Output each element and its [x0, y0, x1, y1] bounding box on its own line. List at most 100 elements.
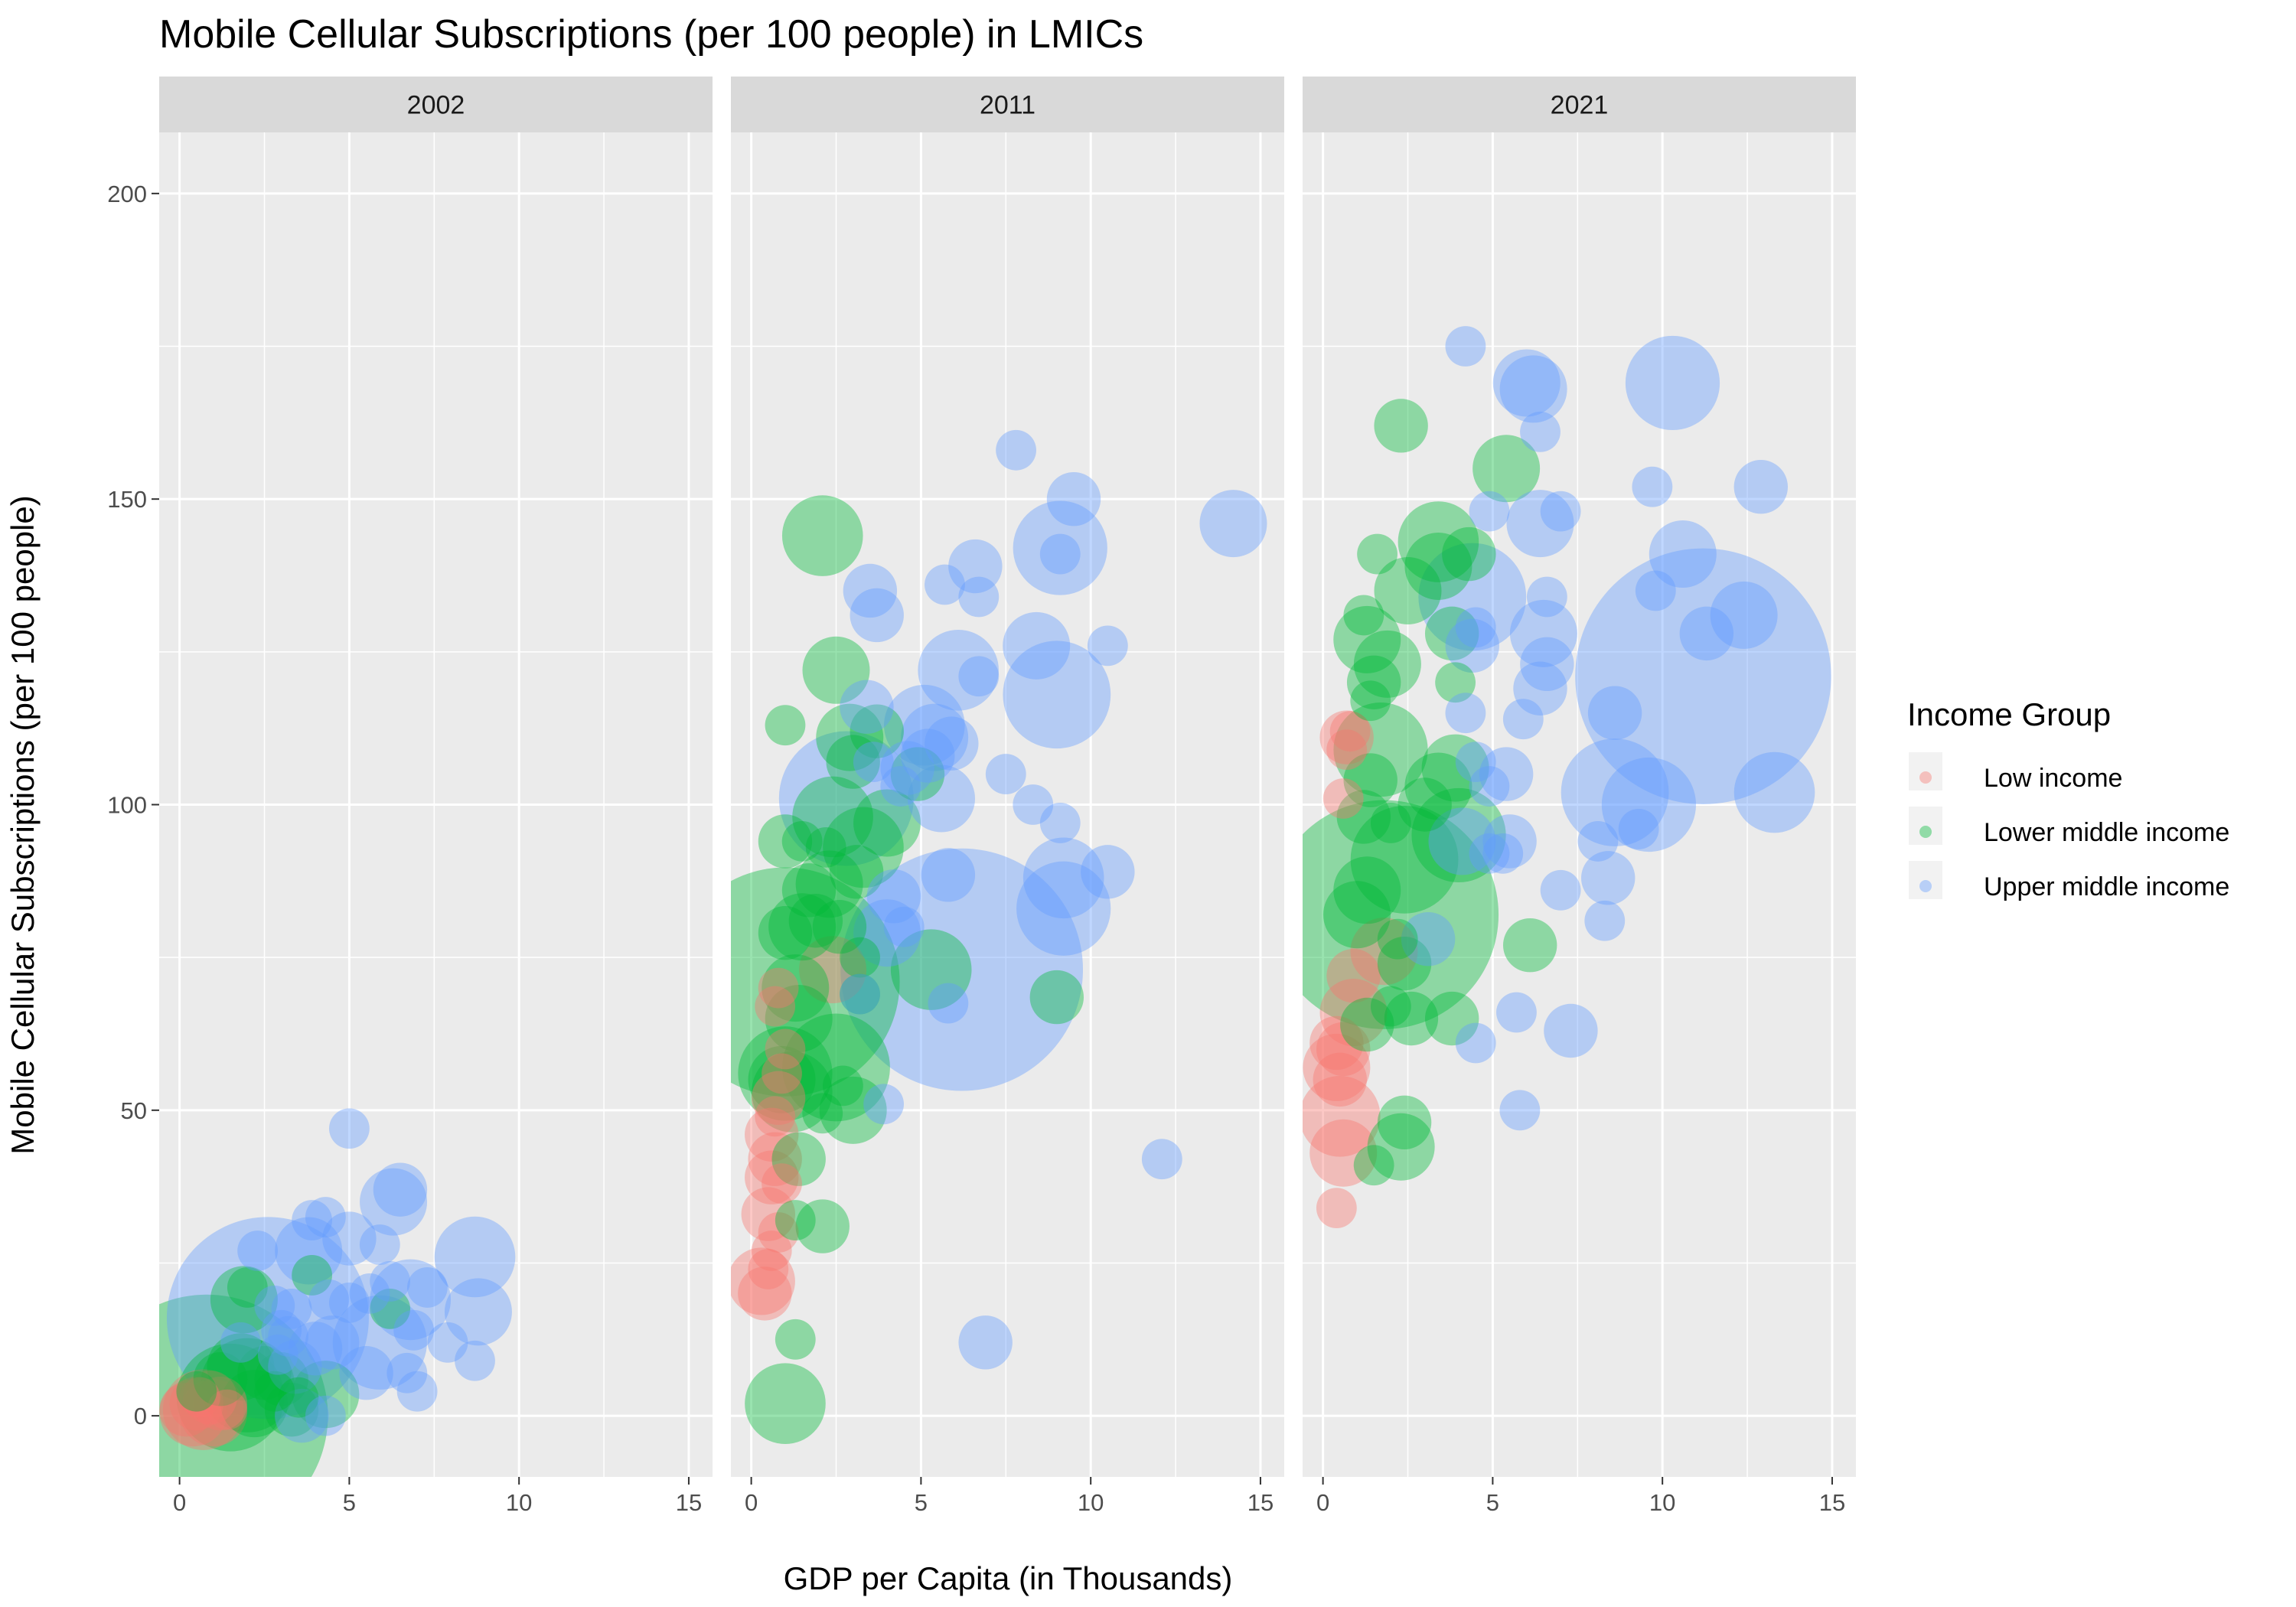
legend-key-upper-middle-income [1919, 880, 1932, 892]
data-point [819, 1076, 887, 1144]
data-point [1411, 787, 1506, 883]
data-point [227, 1267, 268, 1308]
data-point [1482, 833, 1524, 874]
data-point [751, 1071, 806, 1126]
data-point [159, 1379, 227, 1447]
data-point [765, 1028, 806, 1070]
data-point [1455, 1022, 1496, 1064]
data-point [1353, 1145, 1394, 1186]
data-point [1081, 845, 1135, 899]
data-point [823, 807, 904, 888]
data-point [292, 1200, 333, 1240]
data-point [1367, 1113, 1435, 1181]
data-point [775, 1319, 816, 1360]
data-point [799, 936, 867, 1004]
y-tick-label: 50 [121, 1097, 147, 1124]
data-point [373, 1162, 428, 1217]
data-point [254, 1371, 295, 1412]
data-point [883, 906, 925, 947]
data-point [1029, 970, 1084, 1025]
data-point [866, 869, 921, 924]
data-point [1499, 355, 1567, 423]
data-point [1526, 576, 1567, 618]
data-point [925, 716, 979, 771]
data-point [1492, 349, 1561, 417]
data-point [1353, 630, 1421, 698]
data-point [1319, 710, 1374, 764]
data-point [948, 539, 1003, 594]
legend-key-bg-upper-middle [1909, 861, 1942, 899]
data-point [1370, 986, 1411, 1027]
data-point [1506, 490, 1574, 558]
facet-panel-2021: 2021 0 5 10 15 [1303, 77, 1856, 1516]
data-points [159, 1108, 516, 1477]
data-point [1455, 607, 1496, 648]
data-point [781, 863, 837, 918]
data-point [1316, 1022, 1371, 1077]
data-point [1428, 807, 1496, 875]
data-point [768, 893, 837, 961]
data-point [183, 1370, 237, 1425]
data-point [1733, 751, 1815, 833]
data-point [1445, 693, 1486, 734]
data-point [1601, 757, 1697, 852]
data-point [1435, 662, 1476, 703]
data-point [159, 1382, 214, 1437]
data-point [762, 954, 830, 1022]
data-point [781, 495, 863, 576]
data-point [1502, 699, 1544, 740]
data-point [339, 1346, 393, 1400]
data-point [795, 1199, 850, 1253]
data-point [918, 630, 999, 711]
data-point [1581, 851, 1636, 905]
data-point [370, 1288, 411, 1329]
data-point [1618, 809, 1659, 849]
x-tick-label: 15 [676, 1489, 702, 1516]
data-point [958, 576, 1000, 618]
data-point [802, 1093, 843, 1134]
data-point [816, 703, 884, 771]
data-point [1303, 1076, 1381, 1157]
data-point [1587, 686, 1642, 740]
data-point [1496, 992, 1537, 1033]
data-point [782, 1013, 890, 1122]
data-point [1343, 753, 1397, 807]
data-point [434, 1216, 516, 1298]
data-point [328, 1108, 370, 1149]
data-point [1575, 548, 1831, 804]
data-point [254, 1352, 308, 1407]
y-tick-label: 150 [107, 486, 147, 513]
data-point [755, 986, 796, 1027]
x-tick-label: 15 [1819, 1489, 1845, 1516]
facet-strip-2021 [1303, 77, 1856, 132]
data-point [169, 1376, 223, 1431]
data-point [444, 1278, 512, 1346]
data-point [292, 1255, 333, 1296]
data-point [359, 1224, 400, 1265]
y-axis-title: Mobile Cellular Subscriptions (per 100 p… [5, 495, 41, 1154]
data-point [305, 1395, 346, 1436]
data-point [745, 1107, 799, 1162]
data-point [179, 1379, 247, 1447]
data-point [1424, 606, 1479, 661]
data-point [1309, 1119, 1378, 1187]
data-point [1635, 570, 1676, 611]
data-point [840, 848, 1084, 1091]
data-point [1316, 1188, 1357, 1228]
data-point [958, 656, 1000, 697]
data-point [795, 850, 863, 918]
data-point [771, 1132, 826, 1186]
data-point [1520, 411, 1561, 452]
data-point [1022, 837, 1104, 919]
data-point [268, 1340, 322, 1394]
data-point [752, 1051, 833, 1133]
data-point [925, 564, 965, 605]
data-point [162, 1369, 244, 1450]
data-point [1649, 520, 1717, 588]
data-point [407, 1267, 448, 1308]
legend-key-low-income [1919, 771, 1932, 784]
data-point [1397, 501, 1479, 582]
data-point [370, 1259, 452, 1341]
data-point [1445, 326, 1486, 367]
data-point [762, 1053, 802, 1094]
